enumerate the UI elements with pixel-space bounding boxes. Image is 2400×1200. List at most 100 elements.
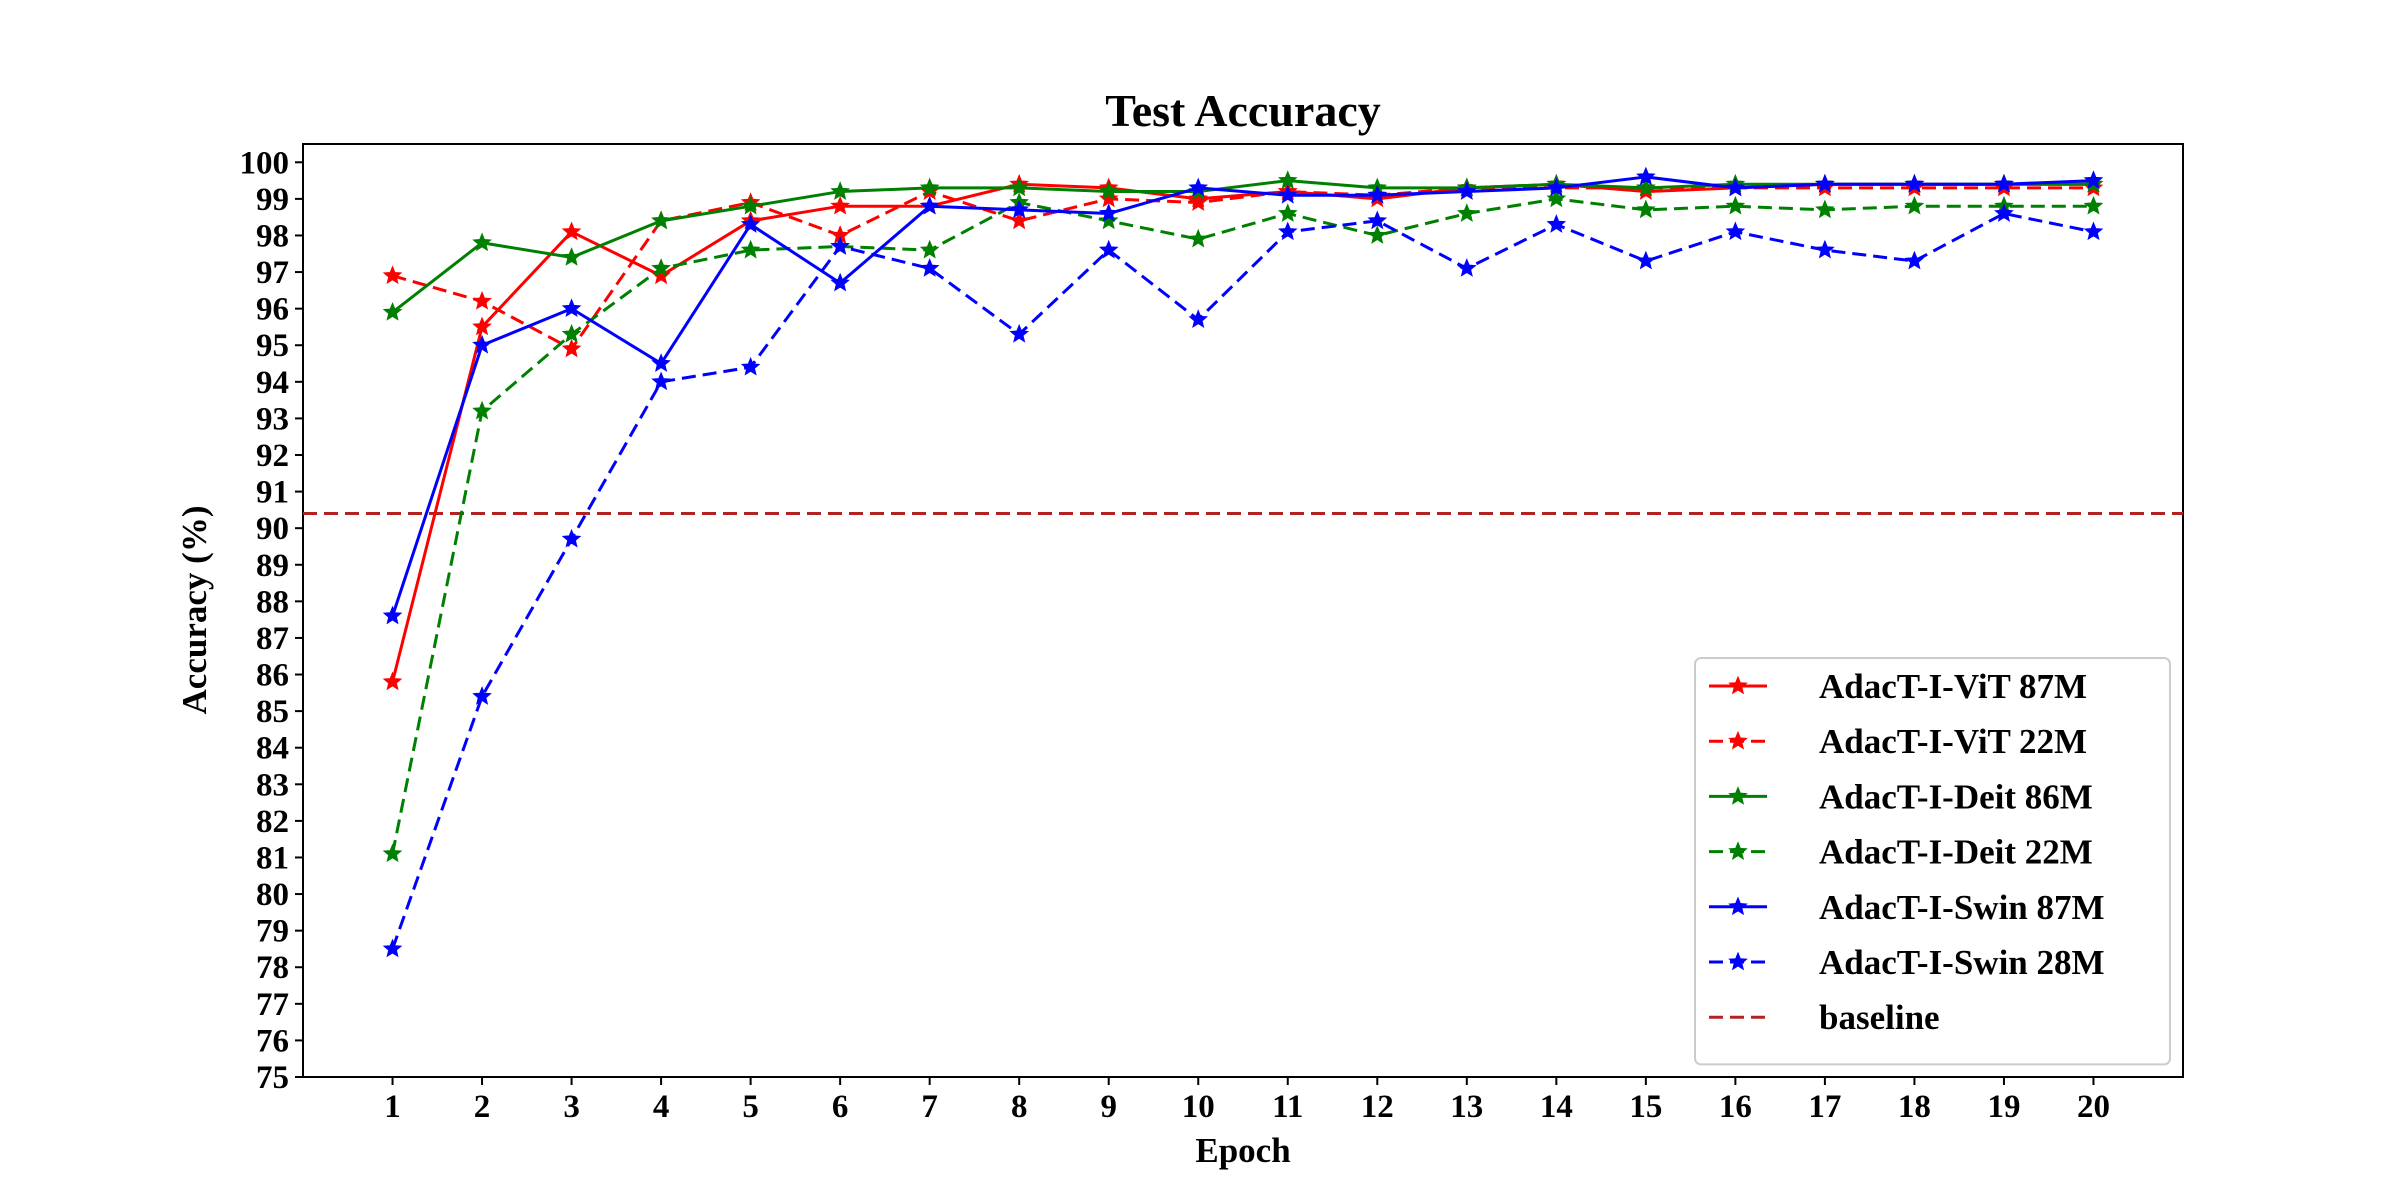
data-point	[561, 338, 582, 358]
data-point	[1815, 173, 1835, 193]
legend-swatch-marker	[1728, 675, 1748, 695]
data-point	[472, 291, 492, 310]
y-tick-label: 88	[256, 584, 289, 620]
data-point	[472, 686, 492, 705]
y-tick-label: 87	[256, 621, 289, 657]
data-point	[1456, 258, 1477, 277]
data-point	[830, 181, 850, 200]
x-tick-label: 3	[563, 1089, 580, 1125]
data-point	[1994, 203, 2014, 222]
y-tick-label: 83	[256, 767, 289, 803]
data-point	[1636, 199, 1656, 219]
x-tick-label: 16	[1719, 1089, 1752, 1125]
y-tick-label: 98	[256, 218, 289, 254]
data-point	[382, 301, 403, 321]
x-tick-label: 12	[1361, 1089, 1394, 1125]
y-tick-label: 91	[256, 475, 289, 511]
data-point	[1188, 228, 1209, 248]
y-tick-label: 89	[256, 548, 289, 584]
data-point	[919, 239, 940, 259]
data-point	[1009, 177, 1030, 197]
data-point	[2083, 221, 2104, 241]
data-point	[919, 258, 940, 277]
x-axis-label: Epoch	[1195, 1131, 1290, 1170]
x-tick-label: 10	[1182, 1089, 1215, 1125]
series-5	[382, 166, 2104, 625]
data-point	[1098, 203, 1119, 222]
data-point	[1098, 188, 1119, 208]
data-point	[2083, 195, 2104, 215]
data-point	[651, 210, 671, 230]
y-tick-label: 79	[256, 914, 289, 950]
data-point	[1904, 173, 1925, 193]
data-point	[1456, 203, 1477, 222]
y-tick-label: 81	[256, 840, 289, 876]
data-point	[472, 232, 492, 252]
legend-label: AdacT-I-Deit 86M	[1819, 777, 2093, 816]
data-point	[1188, 192, 1209, 211]
data-point	[1725, 177, 1746, 197]
data-point	[740, 214, 761, 233]
data-point	[561, 323, 582, 343]
series-line	[391, 182, 2094, 683]
legend-item: AdacT-I-Deit 86M	[1709, 777, 2093, 816]
x-tick-label: 11	[1272, 1089, 1303, 1125]
x-tick-label: 2	[474, 1089, 491, 1125]
data-point	[1904, 250, 1925, 270]
data-point	[830, 236, 850, 255]
legend-item: baseline	[1709, 998, 1940, 1037]
data-point	[1725, 195, 1746, 215]
data-point	[1546, 177, 1567, 197]
series-line	[391, 212, 2094, 950]
data-point	[472, 316, 492, 336]
data-point	[1009, 323, 1030, 343]
y-tick-label: 76	[256, 1023, 289, 1059]
data-point	[1636, 177, 1656, 197]
data-point	[1546, 188, 1567, 208]
data-point	[1815, 199, 1835, 219]
y-tick-label: 86	[256, 658, 289, 694]
data-point	[382, 605, 403, 625]
data-point	[1009, 210, 1030, 230]
y-tick-label: 82	[256, 804, 289, 840]
data-point	[1367, 184, 1388, 204]
y-tick-label: 85	[256, 694, 289, 730]
data-point	[561, 247, 582, 266]
x-tick-label: 8	[1011, 1089, 1028, 1125]
data-point	[1277, 221, 1298, 241]
data-point	[1367, 210, 1388, 230]
series-line	[391, 179, 2094, 314]
data-point	[1367, 225, 1388, 244]
y-tick-label: 97	[256, 255, 289, 291]
data-point	[1636, 166, 1656, 186]
y-tick-label: 96	[256, 292, 289, 328]
legend-item: AdacT-I-Swin 28M	[1709, 943, 2105, 982]
x-tick-label: 6	[832, 1089, 849, 1125]
data-point	[1456, 181, 1477, 200]
data-point	[1994, 173, 2014, 193]
x-tick-label: 19	[1987, 1089, 2020, 1125]
legend-label: AdacT-I-ViT 22M	[1819, 722, 2087, 761]
legend-swatch-marker	[1728, 896, 1748, 916]
data-point	[1546, 214, 1567, 233]
y-tick-label: 80	[256, 877, 289, 913]
data-point	[740, 239, 761, 259]
data-point	[1009, 199, 1030, 219]
y-tick-label: 99	[256, 182, 289, 218]
legend-swatch-marker	[1728, 841, 1748, 860]
y-tick-label: 93	[256, 401, 289, 437]
data-point	[561, 221, 582, 241]
x-tick-label: 17	[1808, 1089, 1841, 1125]
data-point	[1098, 210, 1119, 230]
series-line	[391, 175, 2094, 617]
legend-label: AdacT-I-Swin 28M	[1819, 943, 2105, 982]
data-point	[2083, 170, 2104, 189]
legend-swatch-marker	[1728, 786, 1748, 805]
plot-frame	[302, 143, 2184, 1078]
data-point	[1636, 250, 1656, 270]
data-point	[651, 258, 671, 277]
x-tick-label: 13	[1450, 1089, 1483, 1125]
legend-label: AdacT-I-Swin 87M	[1819, 888, 2105, 927]
x-tick-label: 7	[921, 1089, 938, 1125]
